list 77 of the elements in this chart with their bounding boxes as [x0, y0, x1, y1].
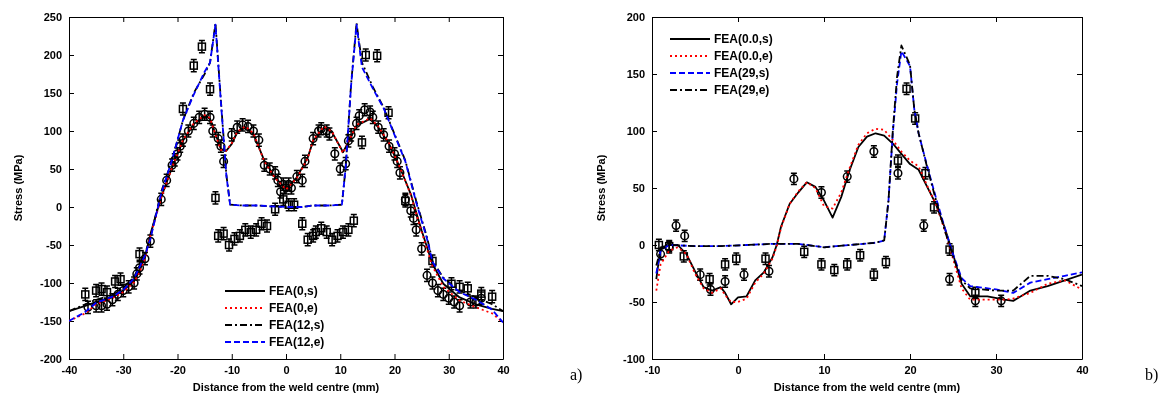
legend-label: FEA(0.0,s)	[714, 32, 773, 46]
y-tick-label: 200	[43, 49, 62, 62]
point	[720, 260, 730, 269]
y-tick-label: -150	[39, 315, 62, 328]
y-tick-label: 0	[55, 201, 62, 214]
legend-label: FEA(29,s)	[714, 66, 770, 80]
x-axis-title: Distance from the weld centre (mm)	[192, 381, 380, 393]
legend-label: FEA(29,e)	[714, 83, 770, 97]
x-tick-label: 20	[388, 363, 402, 376]
x-tick-label: 20	[904, 363, 917, 376]
point	[270, 205, 280, 214]
point	[732, 254, 741, 263]
y-axis-title: Stress (MPa)	[595, 154, 607, 222]
y-tick-label: 0	[638, 239, 645, 252]
point	[197, 42, 207, 51]
point	[344, 225, 353, 235]
x-tick-label: -10	[644, 363, 661, 376]
y-tick-label: 150	[43, 87, 62, 100]
point	[289, 200, 299, 209]
point	[384, 108, 393, 118]
x-axis-title: Distance from the weld centre (mm)	[773, 381, 961, 393]
point	[327, 235, 337, 244]
point	[110, 277, 120, 286]
point	[349, 216, 359, 225]
x-tick-label: 30	[990, 363, 1003, 376]
x-tick-label: -20	[170, 363, 186, 376]
point	[842, 260, 852, 269]
y-tick-label: -50	[46, 239, 62, 252]
legend-label: FEA(12,s)	[269, 318, 325, 332]
legend-label: FEA(0,e)	[269, 301, 318, 315]
x-tick-label: -10	[224, 363, 241, 376]
point	[303, 235, 312, 244]
y-tick-label: 100	[43, 125, 62, 138]
point	[317, 224, 326, 233]
point	[487, 292, 497, 301]
point	[298, 219, 307, 228]
point	[929, 203, 939, 212]
text: a)	[570, 366, 583, 384]
legend-label: FEA(0.0,e)	[714, 49, 773, 63]
x-tick-label: 10	[334, 363, 347, 376]
point	[81, 290, 90, 299]
x-tick-label: 30	[443, 363, 456, 376]
x-tick-label: 40	[1076, 363, 1089, 376]
point	[477, 289, 486, 298]
y-tick-label: 50	[49, 163, 62, 176]
point	[679, 252, 689, 261]
point	[463, 284, 472, 293]
x-tick-label: -30	[115, 363, 132, 376]
point	[241, 225, 250, 235]
point	[817, 260, 826, 269]
y-tick-label: -100	[622, 353, 645, 366]
y-tick-label: 50	[632, 182, 645, 195]
x-tick-label: 10	[818, 363, 831, 376]
y-tick-label: -100	[39, 277, 62, 290]
y-tick-label: 200	[626, 11, 645, 24]
x-tick-label: 40	[497, 363, 510, 376]
y-tick-label: 150	[626, 68, 645, 81]
text: b)	[1145, 366, 1159, 384]
point	[761, 254, 770, 263]
x-tick-label: -40	[61, 363, 78, 376]
point	[91, 286, 101, 295]
point	[945, 245, 954, 254]
point	[455, 282, 464, 292]
x-tick-label: 0	[735, 363, 742, 376]
y-tick-label: -200	[39, 353, 62, 366]
y-axis-title: Stress (MPa)	[12, 154, 24, 222]
legend-label: FEA(12,e)	[269, 335, 325, 349]
point	[869, 270, 879, 279]
y-tick-label: 250	[43, 11, 62, 24]
x-tick-label: 0	[283, 363, 290, 376]
legend-label: FEA(0,s)	[269, 284, 318, 298]
point	[189, 61, 199, 70]
point	[219, 229, 228, 238]
y-tick-label: 100	[626, 125, 645, 138]
point	[855, 251, 865, 260]
y-tick-label: -50	[629, 296, 645, 309]
point	[357, 138, 367, 147]
